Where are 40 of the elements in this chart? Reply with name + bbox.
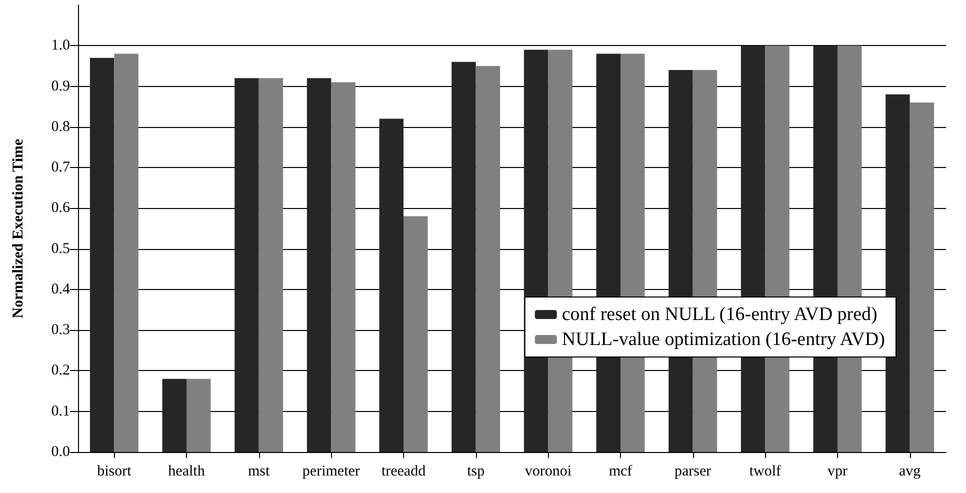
y-tick-label: 0.2 [51,362,70,379]
y-tick-label: 0.3 [51,322,70,338]
bar [886,94,910,452]
x-tick-label: twolf [749,464,782,480]
bar [404,216,428,452]
x-tick-label: avg [898,464,922,480]
y-tick-label: 0.9 [51,78,70,94]
x-tick-label: bisort [97,464,132,480]
bar [452,62,476,452]
x-tick-label: tsp [467,464,485,480]
y-tick-label: 0.1 [51,403,70,420]
x-tick-label: perimeter [302,464,360,480]
bar [331,82,356,452]
x-tick-label: vpr [828,464,848,480]
legend-label: NULL-value optimization (16-entry AVD) [562,329,885,350]
x-tick-label: mcf [608,464,632,480]
bar [162,378,186,452]
y-tick-label: 0.7 [51,160,70,176]
y-tick-label: 1.0 [51,38,70,54]
bar [114,54,138,452]
x-tick-label: health [168,464,206,480]
y-tick-label: 0.0 [51,444,70,460]
bar [258,78,284,452]
x-tick-label: mst [248,464,270,480]
y-tick-label: 0.6 [51,200,70,216]
y-tick-label: 0.8 [51,118,70,135]
y-axis-title: Normalized Execution Time [10,138,26,318]
y-tick-label: 0.5 [51,240,70,257]
y-tick-label: 0.4 [51,281,70,298]
bar [476,66,500,452]
bar [186,378,211,452]
x-tick-label: parser [674,464,712,480]
bar [379,118,404,452]
bar [910,102,934,452]
bar [306,78,332,452]
x-tick-label: treeadd [381,464,426,480]
bar [234,78,259,452]
x-tick-label: voronoi [524,464,572,480]
bar [90,58,114,452]
legend-label: conf reset on NULL (16-entry AVD pred) [562,304,878,325]
